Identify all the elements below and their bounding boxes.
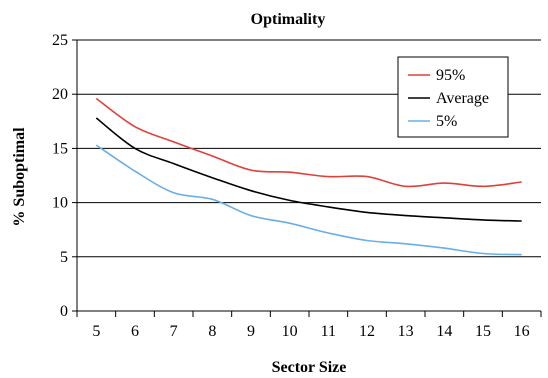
series-line-5	[95, 144, 522, 256]
legend-label: Average	[436, 90, 489, 107]
axes	[72, 39, 542, 317]
x-tick-label: 11	[321, 323, 336, 340]
y-tick-label: 15	[52, 140, 68, 157]
x-tick-label: 7	[170, 323, 178, 340]
y-tick-label: 5	[60, 249, 68, 266]
x-tick-labels: 5 6 7 8 9 10 11 12 13 14 15 16	[92, 323, 529, 340]
x-axis-label: Sector Size	[272, 359, 347, 376]
x-tick-label: 5	[92, 323, 100, 340]
x-tick-label: 16	[514, 323, 530, 340]
legend: 95% Average 5%	[397, 56, 509, 138]
y-axis-label: % Suboptimal	[11, 127, 28, 227]
y-tick-label: 10	[52, 195, 68, 212]
series-lines	[95, 97, 522, 256]
legend-label: 5%	[436, 113, 457, 130]
x-tick-label: 10	[282, 323, 298, 340]
y-tick-labels: 0 5 10 15 20 25	[52, 32, 68, 320]
legend-label: 95%	[436, 67, 465, 84]
y-tick-label: 25	[52, 32, 68, 49]
series-line-95	[95, 97, 522, 188]
series-line-average	[95, 117, 522, 222]
x-tick-label: 6	[131, 323, 139, 340]
legend-box	[397, 56, 509, 138]
x-tick-label: 13	[398, 323, 414, 340]
x-tick-label: 12	[359, 323, 375, 340]
y-tick-label: 20	[52, 86, 68, 103]
x-tick-label: 9	[247, 323, 255, 340]
y-tick-label: 0	[60, 303, 68, 320]
x-tick-label: 14	[436, 323, 452, 340]
x-tick-label: 15	[475, 323, 491, 340]
x-tick-label: 8	[208, 323, 216, 340]
chart-title: Optimality	[251, 11, 326, 28]
